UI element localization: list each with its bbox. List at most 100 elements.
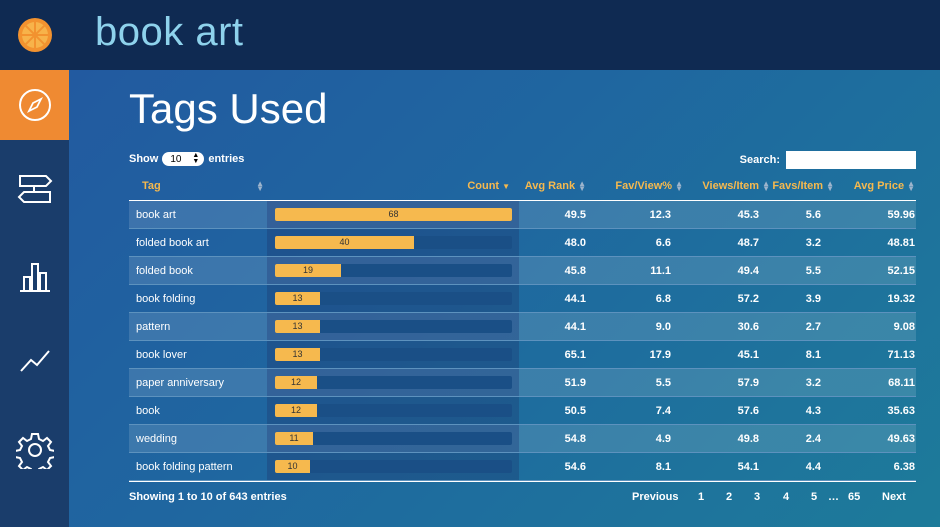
- count-bar-track: 11: [275, 432, 512, 445]
- fav-view-cell: 4.9: [655, 432, 671, 445]
- gear-icon: [15, 433, 54, 469]
- sort-icon: ▲ ▼: [256, 179, 264, 193]
- tag-cell: wedding: [136, 432, 177, 445]
- count-bar: 40: [275, 236, 414, 249]
- table-row: paper anniversary 12 51.9 5.5 57.9 3.2 68.11: [129, 369, 916, 397]
- count-cell: 10: [267, 453, 519, 480]
- search-label: Search:: [739, 154, 780, 166]
- tag-cell: book folding pattern: [136, 460, 233, 473]
- fav-view-cell: 9.0: [655, 320, 671, 333]
- page-button-4[interactable]: 4: [783, 491, 790, 503]
- sort-icon: ▲ ▼: [907, 179, 915, 193]
- count-bar: 13: [275, 320, 320, 333]
- orange-slice-icon: [17, 18, 52, 52]
- compass-icon: [18, 89, 51, 121]
- search-input[interactable]: [786, 151, 916, 169]
- favs-item-cell: 3.2: [805, 236, 821, 249]
- count-cell: 12: [267, 397, 519, 424]
- avg-price-cell: 19.32: [887, 292, 915, 305]
- column-label-tag: Tag: [142, 180, 161, 192]
- column-header-fav-view[interactable]: Fav/View% ▲ ▼: [615, 179, 683, 193]
- count-bar-track: 13: [275, 320, 512, 333]
- count-bar-track: 12: [275, 376, 512, 389]
- previous-button[interactable]: Previous: [632, 491, 679, 503]
- views-item-cell: 57.9: [737, 376, 759, 389]
- nav-item-stats[interactable]: [0, 242, 69, 312]
- next-button[interactable]: Next: [882, 491, 906, 503]
- entries-per-page-select[interactable]: 10 ▲ ▼: [162, 152, 205, 166]
- table-row: book art 68 49.5 12.3 45.3 5.6 59.96: [129, 201, 916, 229]
- column-header-avg-rank[interactable]: Avg Rank ▲ ▼: [525, 180, 586, 193]
- nav-item-settings[interactable]: [0, 415, 69, 485]
- column-header-views-item[interactable]: Views/Item ▲ ▼: [702, 180, 770, 193]
- nav-item-trends[interactable]: [0, 325, 69, 395]
- column-label-avg-price: Avg Price: [853, 180, 905, 192]
- select-arrows-icon: ▲ ▼: [192, 152, 200, 165]
- views-item-cell: 57.6: [737, 404, 759, 417]
- count-bar: 13: [275, 348, 320, 361]
- column-label-views-item: Views/Item: [702, 180, 760, 192]
- fav-view-cell: 5.5: [655, 376, 671, 389]
- fav-view-cell: 6.6: [655, 236, 671, 249]
- count-cell: 40: [267, 229, 519, 256]
- avg-rank-cell: 65.1: [564, 348, 586, 361]
- avg-price-cell: 71.13: [887, 348, 915, 361]
- views-item-cell: 49.4: [737, 264, 759, 277]
- tag-cell: book folding: [136, 292, 196, 305]
- nav-item-explore[interactable]: [0, 70, 69, 140]
- logo[interactable]: [0, 0, 69, 70]
- page-button-1[interactable]: 1: [698, 491, 705, 503]
- count-cell: 13: [267, 341, 519, 368]
- count-cell: 11: [267, 425, 519, 452]
- column-label-count: Count: [467, 180, 500, 192]
- column-label-favs-item: Favs/Item: [772, 180, 824, 192]
- page-button-2[interactable]: 2: [726, 491, 733, 503]
- count-bar-track: 19: [275, 264, 512, 277]
- avg-rank-cell: 48.0: [564, 236, 586, 249]
- views-item-cell: 49.8: [737, 432, 759, 445]
- column-header-tag[interactable]: Tag ▲ ▼: [142, 179, 264, 193]
- avg-rank-cell: 44.1: [564, 292, 586, 305]
- tag-cell: pattern: [136, 320, 171, 333]
- page-button-last[interactable]: 65: [848, 491, 861, 503]
- table-row: folded book 19 45.8 11.1 49.4 5.5 52.15: [129, 257, 916, 285]
- table-row: wedding 11 54.8 4.9 49.8 2.4 49.63: [129, 425, 916, 453]
- pagination-ellipsis: …: [828, 491, 839, 503]
- avg-price-cell: 52.15: [887, 264, 915, 277]
- avg-rank-cell: 54.6: [564, 460, 586, 473]
- count-bar: 10: [275, 460, 310, 473]
- pagination: Previous 1 2 3 4 5 … 65 Next: [69, 491, 940, 505]
- favs-item-cell: 3.2: [805, 376, 821, 389]
- tag-cell: book lover: [136, 348, 187, 361]
- table-body: book art 68 49.5 12.3 45.3 5.6 59.96 folded boo…: [129, 201, 916, 482]
- count-bar: 68: [275, 208, 512, 221]
- sort-icon: ▲ ▼: [826, 179, 834, 193]
- favs-item-cell: 3.9: [805, 292, 821, 305]
- avg-rank-cell: 51.9: [564, 376, 586, 389]
- search-control: Search:: [740, 151, 916, 169]
- tag-cell: book art: [136, 208, 176, 221]
- tag-cell: folded book art: [136, 236, 209, 249]
- table-info: Showing 1 to 10 of 643 entries: [129, 491, 287, 503]
- views-item-cell: 57.2: [737, 292, 759, 305]
- count-cell: 68: [267, 201, 519, 228]
- column-header-count[interactable]: Count ▼: [467, 180, 510, 192]
- fav-view-cell: 11.1: [650, 264, 671, 277]
- length-control: Show 10 ▲ ▼ entries: [129, 152, 244, 166]
- count-bar: 11: [275, 432, 313, 445]
- table-row: book 12 50.5 7.4 57.6 4.3 35.63: [129, 397, 916, 425]
- column-header-favs-item[interactable]: Favs/Item ▲ ▼: [772, 179, 834, 193]
- count-bar-track: 13: [275, 348, 512, 361]
- entries-per-page-value: 10: [170, 153, 182, 165]
- sort-desc-icon: ▼: [502, 181, 510, 191]
- avg-price-cell: 6.38: [893, 460, 915, 473]
- page-button-3[interactable]: 3: [754, 491, 761, 503]
- page-button-5[interactable]: 5: [811, 491, 818, 503]
- table-row: book folding 13 44.1 6.8 57.2 3.9 19.32: [129, 285, 916, 313]
- sort-icon: ▲ ▼: [675, 179, 683, 193]
- avg-price-cell: 59.96: [887, 208, 915, 221]
- column-header-avg-price[interactable]: Avg Price ▲ ▼: [853, 179, 915, 193]
- trend-line-icon: [19, 350, 50, 372]
- favs-item-cell: 5.6: [805, 208, 821, 221]
- nav-item-directions[interactable]: [0, 155, 69, 225]
